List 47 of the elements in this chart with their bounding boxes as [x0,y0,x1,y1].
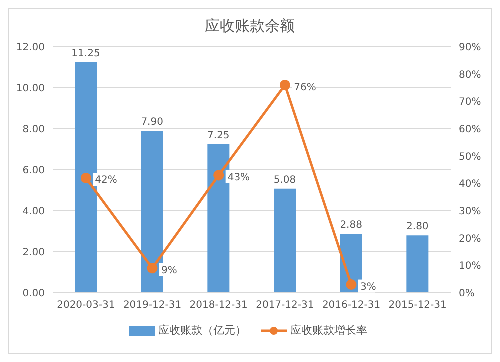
x-tick-label: 2017-12-31 [256,300,314,312]
y-tick-label: 0.00 [22,288,45,300]
y2-tick-label: 60% [459,124,482,136]
y2-tick-label: 40% [459,179,482,190]
bar [274,188,296,293]
data-label: 42% [95,175,118,186]
y-tick-label: 12.00 [16,42,45,54]
x-tick-label: 2015-12-31 [388,300,447,312]
legend-label: 应收账款增长率 [290,323,368,338]
point [346,280,357,290]
x-tick-label: 2018-12-31 [190,300,248,312]
y2-tick-label: 20% [459,234,482,245]
x-tick-label: 2016-12-31 [322,300,381,312]
data-label: 7.25 [208,130,230,142]
point [147,263,158,274]
data-label: 11.25 [72,48,100,60]
data-label: 76% [294,82,316,94]
data-label: 9% [162,265,178,276]
y2-tick-label: 90% [459,42,482,54]
y2-tick-label: 30% [459,206,482,218]
data-label: 2.80 [406,222,429,233]
data-label: 2.88 [340,220,362,231]
x-tick-label: 2020-03-31 [57,300,116,312]
bar [208,144,230,293]
bar [75,62,97,293]
y2-tick-label: 80% [459,70,482,81]
y-tick-label: 8.00 [22,124,45,136]
y2-tick-label: 10% [459,261,482,272]
data-label: 7.90 [141,117,164,128]
bar [406,236,429,293]
y2-tick-label: 70% [459,97,482,108]
legend-label: 应收账款（亿元） [158,323,246,338]
y-tick-label: 10.00 [16,84,45,95]
y-tick-label: 6.00 [22,166,45,177]
chart-title: 应收账款余额 [204,16,296,37]
y-tick-label: 4.00 [22,206,45,218]
point [280,80,290,91]
data-label: 43% [228,172,250,184]
data-label: 5.08 [274,174,296,186]
point [80,172,92,184]
y2-tick-label: 50% [459,152,482,163]
y2-tick-label: 0% [459,288,475,300]
x-tick-label: 2019-12-31 [123,300,182,312]
point [214,170,224,181]
data-label: 3% [360,282,376,293]
y-tick-label: 2.00 [22,248,45,259]
bar [141,131,164,293]
